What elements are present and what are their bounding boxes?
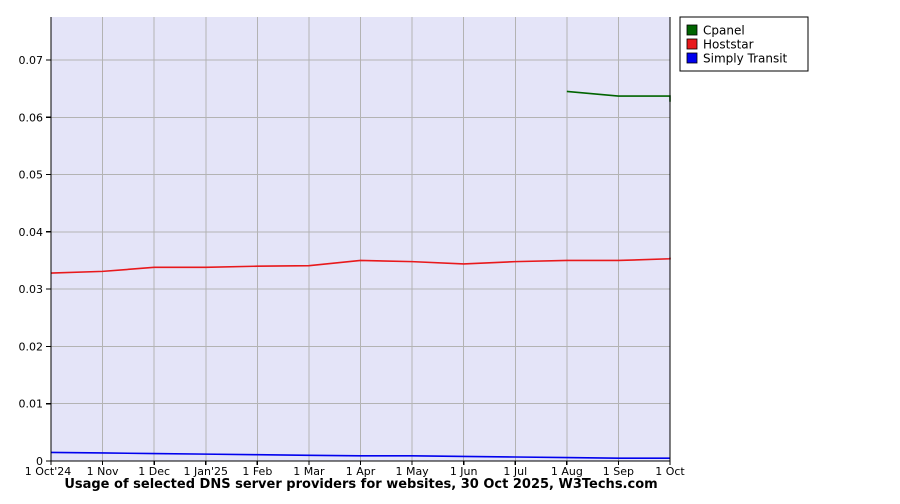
- y-tick-label: 0.03: [19, 283, 44, 296]
- y-tick-label: 0.04: [19, 226, 44, 239]
- x-tick-label: 1 Aug: [551, 465, 583, 478]
- x-tick-label: 1 Sep: [603, 465, 634, 478]
- y-tick-label: 0.06: [19, 111, 44, 124]
- legend-box: [679, 16, 809, 72]
- chart-caption: Usage of selected DNS server providers f…: [64, 477, 657, 492]
- x-tick-label: 1 Oct: [655, 465, 685, 478]
- legend-label-simply-transit[interactable]: Simply Transit: [703, 52, 788, 66]
- legend-swatch-simply-transit[interactable]: [686, 52, 698, 64]
- legend-label-cpanel[interactable]: Cpanel: [703, 24, 745, 38]
- x-axis-ticks: 1 Oct'24 1 Nov 1 Dec 1 Jan'25 1 Feb 1 Mar 1 Ap…: [25, 461, 685, 478]
- legend-swatch-hoststar[interactable]: [686, 38, 698, 50]
- y-tick-label: 0.02: [19, 340, 44, 353]
- y-tick-label: 0.05: [19, 169, 44, 182]
- series-line-hoststar: [50, 257, 671, 274]
- x-tick-label: 1 Jan'25: [184, 465, 228, 478]
- x-tick-label: 1 Apr: [346, 465, 376, 478]
- x-tick-label: 1 Jun: [450, 465, 478, 478]
- legend-swatch-cpanel[interactable]: [686, 24, 698, 36]
- series-line-simply-transit: [50, 451, 670, 459]
- x-tick-label: 1 Dec: [138, 465, 170, 478]
- x-tick-label: 1 Jul: [503, 465, 527, 478]
- y-axis-ticks: 0 0.01 0.02 0.03 0.04 0.05 0.06 0.07: [19, 54, 51, 468]
- x-tick-label: 1 Nov: [87, 465, 119, 478]
- x-tick-label: 1 Mar: [293, 465, 325, 478]
- legend-label-hoststar[interactable]: Hoststar: [703, 38, 754, 52]
- x-tick-label: 1 Oct'24: [25, 465, 72, 478]
- y-tick-label: 0.07: [19, 54, 44, 67]
- y-tick-label: 0: [36, 455, 43, 468]
- x-tick-label: 1 Feb: [242, 465, 272, 478]
- y-tick-label: 0.01: [19, 398, 44, 411]
- x-tick-label: 1 May: [395, 465, 429, 478]
